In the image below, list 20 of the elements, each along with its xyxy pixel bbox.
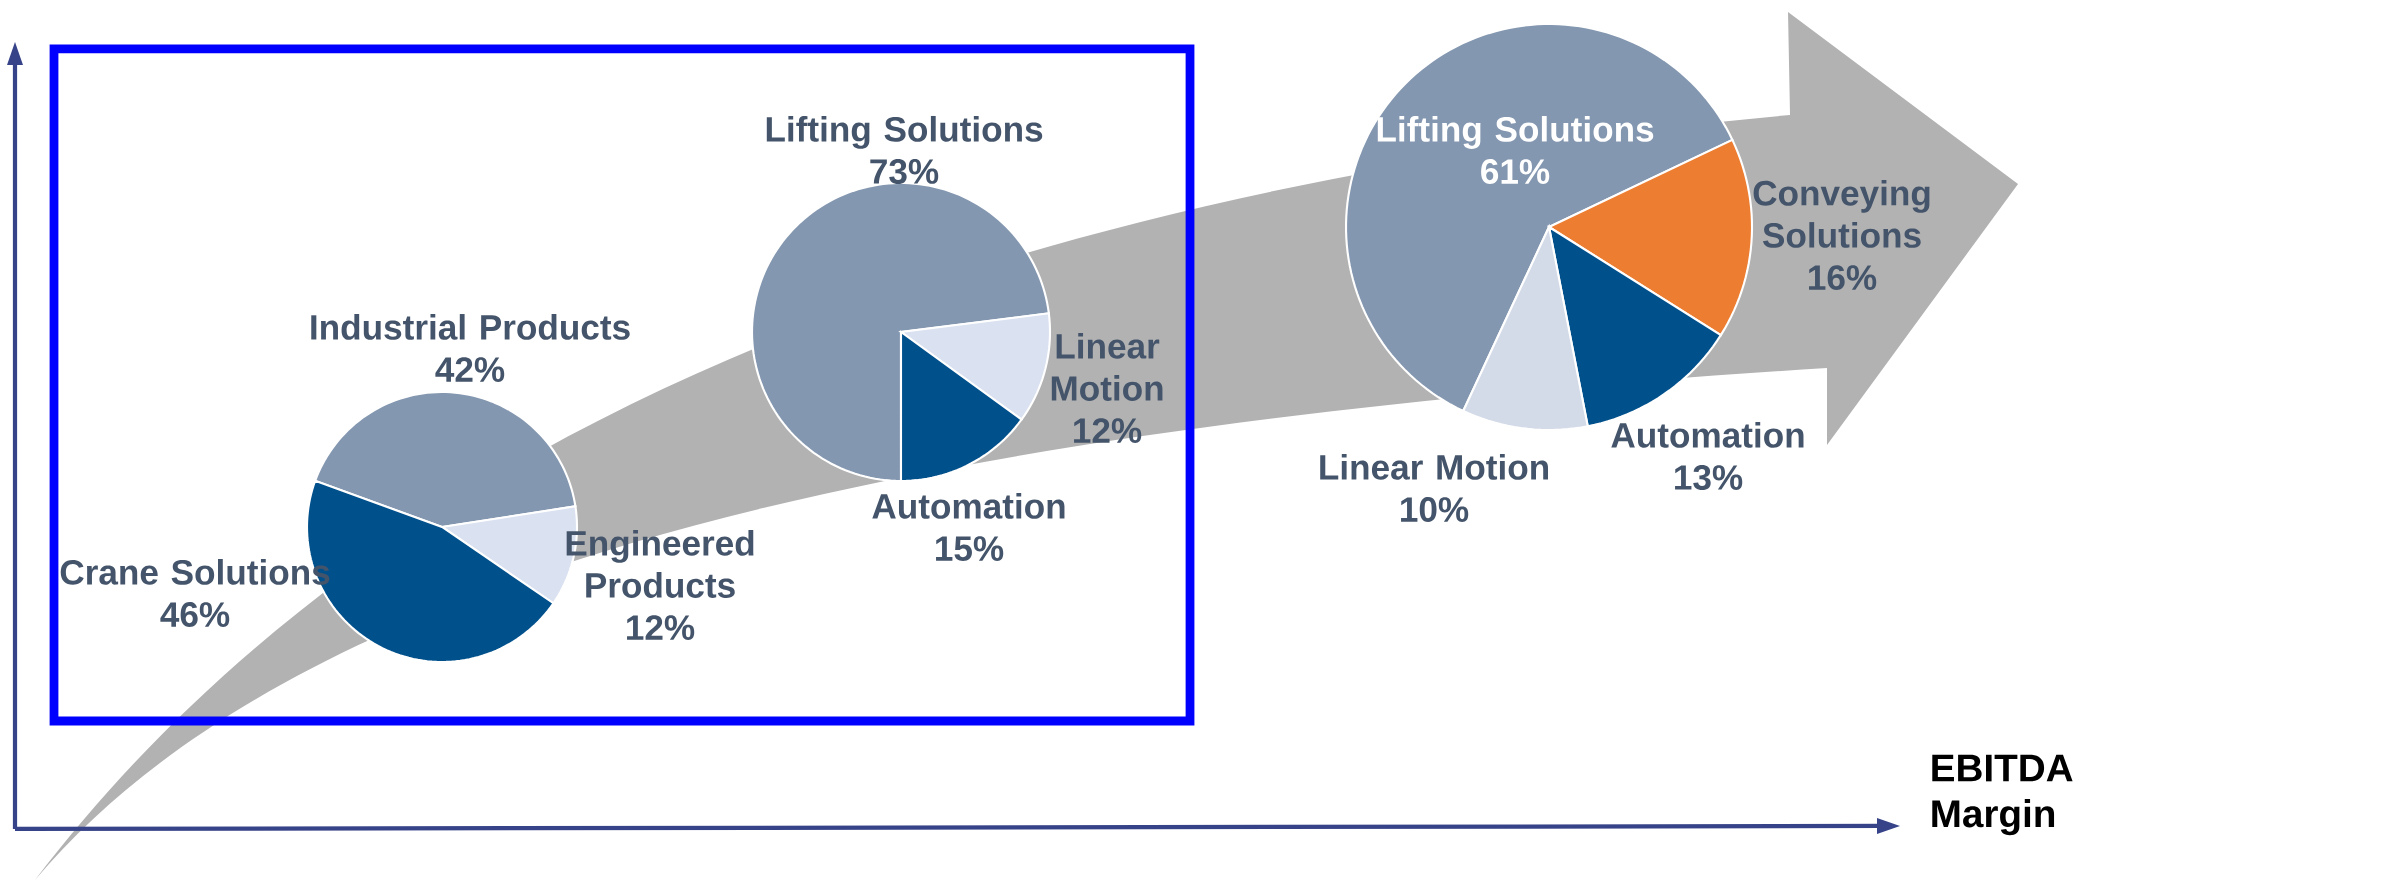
slice-label: Automation bbox=[872, 492, 1065, 519]
slice-label: Conveying Solutions bbox=[1753, 179, 1930, 248]
data-label: 15% bbox=[936, 536, 1004, 561]
slice-label: Linear Motion bbox=[1051, 332, 1163, 401]
slice-label: Lifting Solutions bbox=[766, 115, 1043, 149]
slice-label: Linear Motion bbox=[1320, 453, 1549, 480]
data-label: 73% bbox=[870, 159, 939, 184]
text: EBITDA Margin bbox=[1932, 754, 2073, 836]
slice-label: Industrial Products bbox=[311, 314, 630, 340]
data-label: 16% bbox=[1809, 265, 1877, 291]
slice-label: Engineered Products bbox=[566, 529, 754, 598]
data-label: 12% bbox=[627, 615, 695, 641]
data-label: 46% bbox=[160, 602, 230, 627]
data-label: 61% bbox=[1481, 159, 1550, 184]
data-label: 42% bbox=[435, 357, 505, 382]
slice-label: Lifting Solutions bbox=[1377, 115, 1654, 149]
data-label: 10% bbox=[1401, 497, 1469, 522]
slice-label: Automation bbox=[1611, 421, 1804, 448]
data-label: 13% bbox=[1675, 465, 1743, 490]
data-label: 12% bbox=[1074, 418, 1142, 444]
